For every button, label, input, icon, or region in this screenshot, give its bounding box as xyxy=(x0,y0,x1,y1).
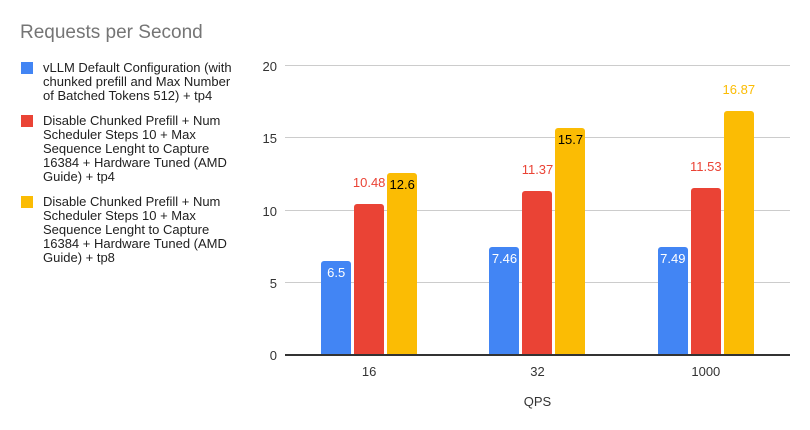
bar-groups: 6.5 10.48 12.6 7.46 11.37 15.7 7.49 11.53 16.87 xyxy=(285,66,790,355)
bar-series3-qps1000: 16.87 xyxy=(723,82,755,355)
legend-item-tuned-tp8: Disable Chunked Prefill + Num Scheduler … xyxy=(21,195,239,265)
bar-series2-qps16: 10.48 xyxy=(353,175,385,355)
data-label: 7.49 xyxy=(660,250,686,266)
gridline xyxy=(285,65,790,66)
data-label: 16.87 xyxy=(722,82,756,98)
x-axis-line xyxy=(285,354,790,356)
x-axis-tick-labels: 16 32 1000 xyxy=(285,364,790,379)
data-label: 15.7 xyxy=(557,132,584,148)
bar-series3-qps32: 15.7 xyxy=(555,128,586,355)
gridline xyxy=(285,137,790,139)
bar-series1-qps1000: 7.49 xyxy=(657,246,688,355)
y-axis-tick-label: 5 xyxy=(269,275,277,291)
data-label: 11.37 xyxy=(521,161,554,177)
data-label: 6.5 xyxy=(327,265,346,281)
legend-label: Disable Chunked Prefill + Num Scheduler … xyxy=(43,113,227,184)
bar-group-16: 6.5 10.48 12.6 xyxy=(285,66,453,355)
bar-series3-qps16: 12.6 xyxy=(387,172,418,355)
legend-swatch-red-icon xyxy=(21,115,33,127)
x-axis-tick-label: 32 xyxy=(530,364,545,379)
bar-group-32: 7.46 11.37 15.7 xyxy=(453,66,621,355)
bar-series2-qps1000: 11.53 xyxy=(690,159,722,355)
y-axis-tick-label: 0 xyxy=(269,348,277,363)
x-axis-tick-label: 16 xyxy=(361,364,377,379)
legend-label: vLLM Default Configuration (with chunked… xyxy=(43,60,232,103)
legend-item-vllm-default-tp4: vLLM Default Configuration (with chunked… xyxy=(21,61,239,103)
plot-area: 6.5 10.48 12.6 7.46 11.37 15.7 7.49 11.53 16.87 … xyxy=(263,59,790,379)
data-label: 11.53 xyxy=(690,159,722,175)
x-axis-tick-label: 1000 xyxy=(691,364,721,379)
data-label: 7.46 xyxy=(491,251,518,267)
legend-item-tuned-tp4: Disable Chunked Prefill + Num Scheduler … xyxy=(21,114,239,184)
legend-swatch-yellow-icon xyxy=(21,196,33,208)
y-axis-tick-label: 20 xyxy=(262,59,277,74)
y-axis-tick-label: 10 xyxy=(262,203,277,219)
legend-swatch-blue-icon xyxy=(21,62,33,74)
chart-legend: vLLM Default Configuration (with chunked… xyxy=(21,61,239,265)
data-label: 10.48 xyxy=(352,174,386,190)
bar-group-1000: 7.49 11.53 16.87 xyxy=(622,66,790,355)
legend-label: Disable Chunked Prefill + Num Scheduler … xyxy=(43,194,227,265)
x-axis-title: QPS xyxy=(523,394,552,409)
chart-title: Requests per Second xyxy=(20,22,203,43)
data-label: 12.6 xyxy=(389,176,415,192)
bar-series2-qps32: 11.37 xyxy=(522,162,553,355)
y-axis-tick-label: 15 xyxy=(262,131,277,147)
bar-series1-qps16: 6.5 xyxy=(321,261,352,355)
bar-series1-qps32: 7.46 xyxy=(489,247,520,355)
